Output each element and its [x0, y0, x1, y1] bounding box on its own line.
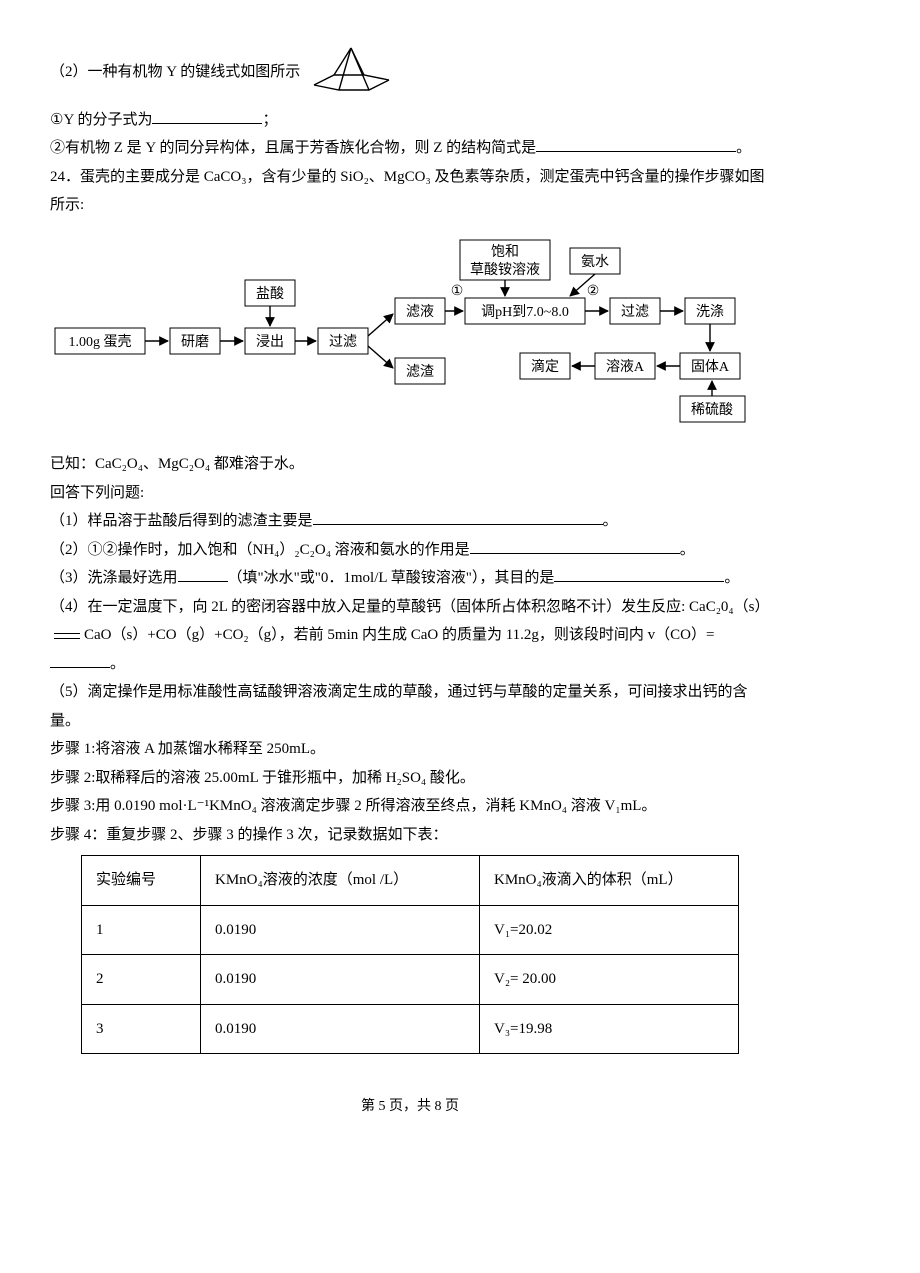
cell-vol: V₁=20.02 — [480, 905, 739, 955]
q2-intro-text: （2）一种有机物 Y 的键线式如图所示 — [50, 64, 300, 80]
cell-no: 2 — [82, 955, 201, 1005]
p1-a: （1）样品溶于盐酸后得到的滤渣主要是 — [50, 513, 313, 529]
table-header-row: 实验编号 KMnO₄溶液的浓度（mol /L） KMnO₄液滴入的体积（mL） — [82, 856, 739, 906]
q2-intro: （2）一种有机物 Y 的键线式如图所示 — [50, 40, 770, 106]
p4-l1: （4）在一定温度下，向 2L 的密闭容器中放入足量的草酸钙（固体所占体积忽略不计… — [50, 593, 770, 622]
cell-no: 1 — [82, 905, 201, 955]
blank-p4[interactable] — [50, 667, 110, 668]
cell-conc: 0.0190 — [201, 905, 480, 955]
q2-sub1: ①Y 的分子式为 ； — [50, 106, 770, 135]
blank-p1[interactable] — [313, 524, 603, 525]
blank-p3-1[interactable] — [178, 581, 228, 582]
p3-b: （填"冰水"或"0．1mol/L 草酸铵溶液"），其目的是 — [228, 570, 555, 586]
data-table: 实验编号 KMnO₄溶液的浓度（mol /L） KMnO₄液滴入的体积（mL） … — [81, 855, 739, 1054]
node-solA: 溶液A — [606, 359, 645, 375]
cell-vol: V₃=19.98 — [480, 1004, 739, 1054]
blank-p3-2[interactable] — [554, 581, 724, 582]
equilibrium-arrow-icon — [50, 629, 84, 643]
q2-sub2-b: 。 — [736, 140, 751, 156]
page-footer: 第 5 页，共 8 页 — [50, 1094, 770, 1121]
p1-b: 。 — [603, 513, 618, 529]
node-titration: 滴定 — [531, 358, 559, 375]
p3-c: 。 — [724, 570, 739, 586]
p4-b: CaO（s）+CO（g）+CO₂（g），若前 5min 内生成 CaO 的质量为… — [84, 627, 714, 643]
blank-formula[interactable] — [152, 123, 262, 124]
p3-a: （3）洗涤最好选用 — [50, 570, 178, 586]
node-residue: 滤渣 — [406, 364, 434, 380]
q2-sub2: ②有机物 Z 是 Y 的同分异构体，且属于芳香族化合物，则 Z 的结构简式是 。 — [50, 134, 770, 163]
cell-conc: 0.0190 — [201, 1004, 480, 1054]
circ2: ② — [587, 284, 600, 299]
step4: 步骤 4：重复步骤 2、步骤 3 的操作 3 次，记录数据如下表： — [50, 821, 770, 850]
table-row: 2 0.0190 V₂= 20.00 — [82, 955, 739, 1005]
bicyclo-sketch — [304, 40, 399, 106]
node-wash: 洗涤 — [696, 304, 724, 320]
th-conc: KMnO₄溶液的浓度（mol /L） — [201, 856, 480, 906]
q2-sub2-a: ②有机物 Z 是 Y 的同分异构体，且属于芳香族化合物，则 Z 的结构简式是 — [50, 140, 536, 156]
node-filter2: 过滤 — [621, 304, 649, 320]
p4-c: 。 — [110, 656, 125, 672]
step1: 步骤 1:将溶液 A 加蒸馏水稀释至 250mL。 — [50, 735, 770, 764]
p1: （1）样品溶于盐酸后得到的滤渣主要是 。 — [50, 507, 770, 536]
q2-sub1-b: ； — [262, 112, 277, 128]
node-ammonia: 氨水 — [581, 254, 609, 270]
node-filter1: 过滤 — [329, 334, 357, 350]
node-hcl: 盐酸 — [256, 286, 284, 302]
q2-sub1-a: ①Y 的分子式为 — [50, 112, 152, 128]
step2: 步骤 2:取稀释后的溶液 25.00mL 于锥形瓶中，加稀 H₂SO₄ 酸化。 — [50, 764, 770, 793]
node-oxalate-bot: 草酸铵溶液 — [470, 262, 540, 278]
th-no: 实验编号 — [82, 856, 201, 906]
node-leach: 浸出 — [256, 334, 284, 350]
known-line: 已知：CaC₂O₄、MgC₂O₄ 都难溶于水。 — [50, 450, 770, 479]
p4-l2: CaO（s）+CO（g）+CO₂（g），若前 5min 内生成 CaO 的质量为… — [50, 621, 770, 678]
th-vol: KMnO₄液滴入的体积（mL） — [480, 856, 739, 906]
node-h2so4: 稀硫酸 — [691, 402, 733, 418]
step3: 步骤 3:用 0.0190 mol·L⁻¹KMnO₄ 溶液滴定步骤 2 所得溶液… — [50, 792, 770, 821]
node-ph: 调pH到7.0~8.0 — [481, 304, 569, 320]
node-start: 1.00g 蛋壳 — [69, 333, 132, 350]
table-row: 3 0.0190 V₃=19.98 — [82, 1004, 739, 1054]
node-liquid: 滤液 — [406, 304, 434, 320]
p5-intro: （5）滴定操作是用标准酸性高锰酸钾溶液滴定生成的草酸，通过钙与草酸的定量关系，可… — [50, 678, 770, 735]
table-row: 1 0.0190 V₁=20.02 — [82, 905, 739, 955]
node-solidA: 固体A — [691, 359, 730, 375]
p4-a: （4）在一定温度下，向 2L 的密闭容器中放入足量的草酸钙（固体所占体积忽略不计… — [50, 599, 770, 615]
cell-no: 3 — [82, 1004, 201, 1054]
flowchart: 1.00g 蛋壳 研磨 盐酸 浸出 过滤 滤液 滤渣 饱和 草酸铵溶液 氨水 调… — [50, 228, 770, 439]
cell-vol: V₂= 20.00 — [480, 955, 739, 1005]
node-grind: 研磨 — [181, 334, 209, 350]
p2-a: （2）①②操作时，加入饱和（NH₄）₂C₂O₄ 溶液和氨水的作用是 — [50, 542, 470, 558]
answer-prompt: 回答下列问题: — [50, 479, 770, 508]
blank-structure[interactable] — [536, 151, 736, 152]
circ1: ① — [451, 284, 464, 299]
p3: （3）洗涤最好选用 （填"冰水"或"0．1mol/L 草酸铵溶液"），其目的是 。 — [50, 564, 770, 593]
cell-conc: 0.0190 — [201, 955, 480, 1005]
p2-b: 。 — [680, 542, 695, 558]
node-oxalate-top: 饱和 — [491, 244, 519, 260]
blank-p2[interactable] — [470, 553, 680, 554]
p2: （2）①②操作时，加入饱和（NH₄）₂C₂O₄ 溶液和氨水的作用是 。 — [50, 536, 770, 565]
q24-intro: 24．蛋壳的主要成分是 CaCO₃，含有少量的 SiO₂、MgCO₃ 及色素等杂… — [50, 163, 770, 220]
